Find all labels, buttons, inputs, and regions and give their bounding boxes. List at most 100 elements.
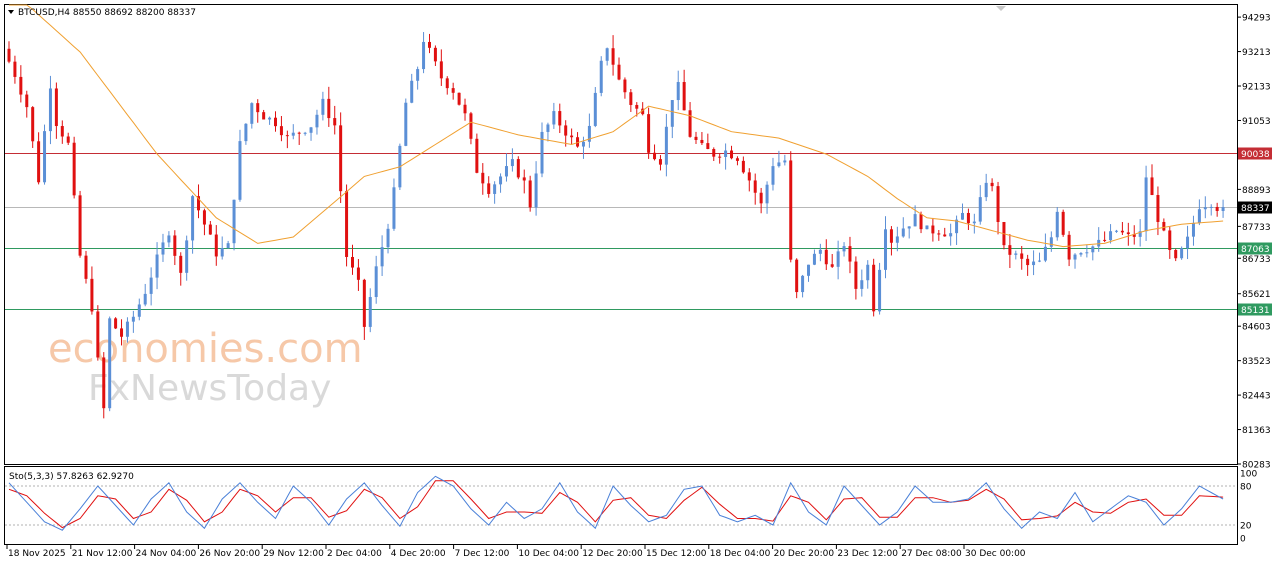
candle-body [895,236,899,243]
candle-body [818,249,822,254]
scroll-marker-icon[interactable] [996,6,1006,11]
candle-body [510,159,514,167]
candle-body [37,141,41,183]
candle-body [173,235,177,256]
candle-body [629,92,633,105]
price-tick-label: 88893 [1242,186,1271,196]
candle-body [31,107,35,142]
candle-body [860,280,864,289]
time-tick-label: 18 Dec 04:00 [710,549,771,559]
candle-body [783,160,787,163]
candle-body [220,248,224,257]
time-tick-label: 18 Nov 2025 [8,549,66,559]
candle-body [960,212,964,220]
candle-body [457,92,461,105]
candle-body [1150,177,1154,196]
candle-body [469,113,473,139]
candle-body [1162,221,1166,231]
candle-body [611,48,615,65]
candle-body [658,159,662,165]
indicator-frame [4,466,1238,545]
dropdown-triangle-icon[interactable] [8,10,14,14]
candle-body [972,221,976,224]
candle-body [268,117,272,120]
candle-body [552,111,556,125]
candle-body [1091,246,1095,253]
price-tick-label: 85621 [1242,290,1271,300]
candle-body [1109,231,1113,241]
candle-body [309,127,313,133]
candle-body [1114,230,1118,232]
candle-body [599,60,603,93]
candle-body [114,318,118,329]
candle-body [427,41,431,48]
candle-body [824,249,828,265]
time-tick-label: 26 Nov 20:00 [199,549,260,559]
candle-body [546,124,550,132]
stochastic-panel: Sto(5,3,3) 57.8263 62.9270 100 80 20 0 [5,470,1257,545]
price-level-badges: 90038 88337 87063 85131 [1238,147,1272,316]
candle-body [540,131,544,174]
candle-body [581,141,585,147]
candle-body [676,82,680,101]
symbol-title: BTCUSD,H4 88550 88692 88200 88337 [18,8,196,18]
candle-body [1037,260,1041,262]
candle-body [90,278,94,312]
candle-body [854,261,858,289]
watermark-economies: economies.com [48,326,363,372]
time-tick-label: 4 Dec 20:00 [391,549,446,559]
candle-body [682,82,686,111]
time-axis: 18 Nov 2025 21 Nov 12:00 24 Nov 04:00 26 No… [6,545,1026,559]
price-tick-label: 87733 [1242,223,1271,233]
candle-body [1132,234,1136,237]
candle-body [978,197,982,222]
candle-body [1126,232,1130,235]
stoch-tick-label: 80 [1240,483,1252,493]
candle-body [125,321,129,337]
stoch-tick-label: 20 [1240,522,1252,532]
level-badge-90038 [1238,147,1272,160]
candle-body [558,111,562,126]
candle-body [593,92,597,126]
candle-body [13,61,17,77]
candle-body [78,195,82,256]
candle-body [1079,253,1083,255]
price-tick-label: 84603 [1242,323,1271,333]
chart-header: BTCUSD,H4 88550 88692 88200 88337 [8,6,1006,18]
price-tick-label: 91053 [1242,117,1271,127]
moving-average-line [9,4,1224,248]
candle-body [48,88,52,132]
candle-body [250,103,254,124]
candle-body [996,186,1000,222]
candle-body [374,266,378,298]
candle-body [416,69,420,81]
price-tick-label: 80283 [1242,461,1271,471]
time-tick-label: 2 Dec 04:00 [327,549,382,559]
candle-body [1067,234,1071,260]
candle-body [688,110,692,137]
candle-body [66,136,70,143]
level-badge-87063 [1238,242,1272,255]
candle-body [836,251,840,267]
candle-body [1073,254,1077,260]
candle-body [653,152,657,160]
stoch-tick-label: 0 [1240,535,1246,545]
candle-body [149,277,153,294]
candle-body [232,199,236,244]
candle-body [7,48,11,62]
candle-body [516,159,520,178]
candle-body [534,173,538,208]
candle-body [966,212,970,224]
price-tick-label: 86733 [1242,255,1271,265]
candle-body [238,141,242,200]
candle-body [43,131,47,183]
candle-body [765,184,769,204]
level-badge-88337 [1238,201,1272,214]
candle-body [1008,245,1012,255]
candle-body [1061,211,1065,235]
candle-body [96,311,100,358]
level-badge-label-87063: 87063 [1241,245,1270,255]
candle-body [735,158,739,161]
candle-body [297,132,301,134]
